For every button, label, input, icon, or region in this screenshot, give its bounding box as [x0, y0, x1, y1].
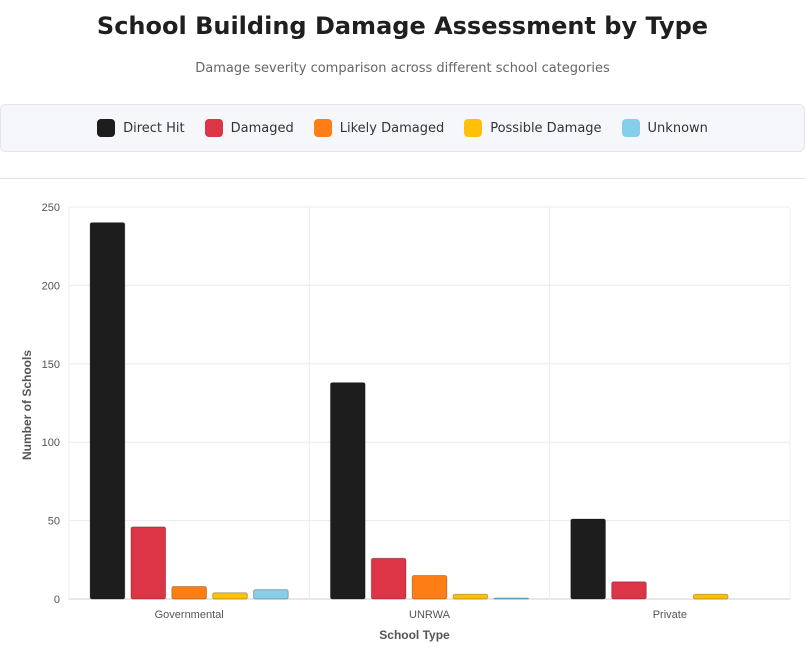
bar-unknown	[253, 589, 289, 600]
bar-damaged	[611, 581, 647, 600]
legend-swatch	[204, 119, 223, 137]
legend-label: Unknown	[647, 120, 708, 136]
legend: Direct Hit Damaged Likely Damaged Possib…	[0, 104, 805, 152]
bar-possible-damage	[452, 593, 489, 600]
y-tick-label: 50	[48, 516, 60, 528]
legend-swatch	[464, 119, 483, 137]
y-tick-label: 0	[54, 594, 60, 606]
chart-panel: 0 50 100 150 200 250 Governmental UNRWA Private S…	[0, 178, 805, 665]
legend-swatch	[313, 119, 332, 137]
legend-swatch	[97, 119, 116, 137]
chart-title: School Building Damage Assessment by Typ…	[96, 12, 709, 40]
bar-likely-damaged	[411, 574, 448, 600]
bar-direct-hit	[89, 222, 126, 600]
bar-direct-hit	[570, 518, 606, 600]
y-axis-title: Number of Schools	[20, 350, 34, 460]
legend-item-likely-damaged[interactable]: Likely Damaged	[313, 119, 445, 137]
legend-item-direct-hit[interactable]: Direct Hit	[97, 119, 185, 137]
legend-item-damaged[interactable]: Damaged	[204, 119, 294, 137]
bar-unknown	[493, 597, 530, 600]
legend-label: Direct Hit	[123, 120, 185, 136]
legend-label: Possible Damage	[490, 120, 602, 136]
legend-swatch	[621, 119, 640, 137]
y-tick-label: 100	[42, 437, 60, 449]
bar-damaged	[370, 557, 407, 600]
bar-possible-damage	[212, 592, 248, 600]
legend-label: Damaged	[230, 120, 294, 136]
bar-damaged	[130, 526, 167, 600]
x-tick-label: Private	[653, 609, 687, 621]
legend-label: Likely Damaged	[339, 120, 445, 136]
x-axis-title: School Type	[379, 628, 450, 642]
bar-possible-damage	[692, 593, 729, 600]
bar-chart: 0 50 100 150 200 250 Governmental UNRWA Private S…	[20, 202, 791, 642]
chart-subtitle: Damage severity comparison across differ…	[195, 61, 610, 76]
y-tick-label: 250	[42, 202, 60, 214]
bar-direct-hit	[329, 382, 366, 600]
x-tick-label: UNRWA	[409, 609, 451, 621]
y-tick-label: 200	[42, 280, 60, 292]
legend-item-possible-damage[interactable]: Possible Damage	[464, 119, 602, 137]
x-tick-label: Governmental	[155, 609, 224, 621]
bar-likely-damaged	[171, 585, 208, 600]
y-tick-label: 150	[42, 359, 60, 371]
legend-item-unknown[interactable]: Unknown	[621, 119, 708, 137]
